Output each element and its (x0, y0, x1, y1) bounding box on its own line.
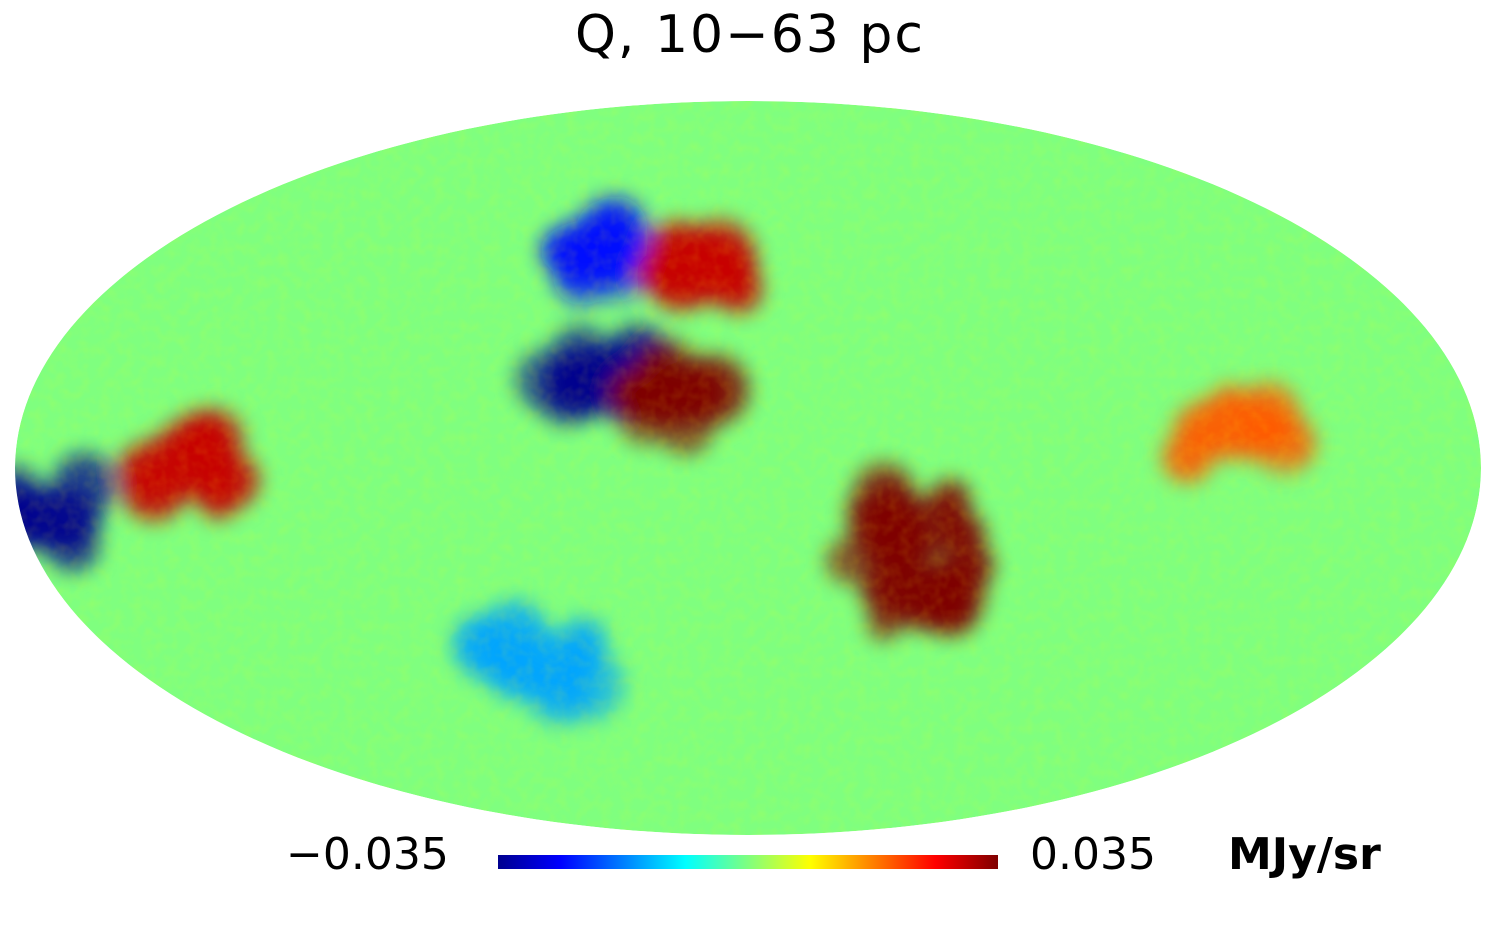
chart-title: Q, 10−63 pc (574, 5, 926, 65)
blue-spot-left-edge-fragment (0, 481, 6, 530)
colorbar-max-label: 0.035 (1030, 829, 1156, 880)
colorbar-min-label: −0.035 (286, 829, 449, 880)
colorbar-unit-label: MJy/sr (1228, 829, 1381, 880)
colorbar (498, 855, 998, 869)
blue-spot-left-edge-fragment (15, 497, 21, 540)
